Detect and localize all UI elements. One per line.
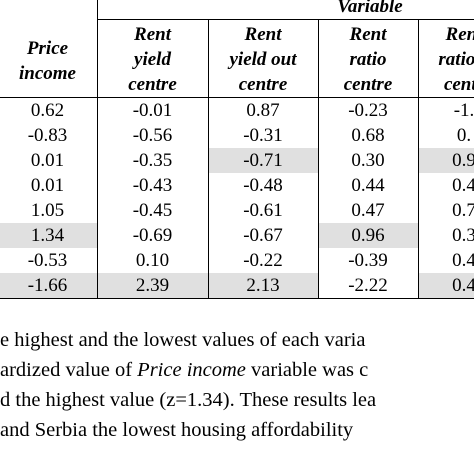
- cell: 0.44: [351, 175, 385, 196]
- cell: 1.34: [30, 225, 65, 246]
- column-header: yield out: [229, 49, 297, 70]
- text-line: and Serbia the lowest housing affordabil…: [0, 415, 353, 445]
- cell: -0.67: [243, 225, 283, 246]
- column-rule: [318, 19, 319, 298]
- cell: -1.: [453, 100, 474, 121]
- cell: -0.23: [348, 100, 388, 121]
- cell: 2.39: [135, 275, 170, 296]
- cell: 0.9: [452, 150, 474, 171]
- cell: 0.87: [246, 100, 280, 121]
- cell: -0.43: [132, 175, 173, 196]
- text-line: ardized value of Price income variable w…: [0, 355, 368, 385]
- column-header: Rent: [244, 24, 282, 45]
- cell: 0.01: [30, 175, 65, 196]
- cell: 0.68: [351, 125, 385, 146]
- cell: -1.66: [27, 275, 68, 296]
- cell: 1.05: [30, 200, 65, 221]
- column-header: ratio: [349, 49, 387, 70]
- column-header: centre: [238, 74, 288, 95]
- column-header: Rent: [134, 24, 171, 45]
- rule: [0, 298, 474, 299]
- cell: 0.10: [135, 250, 170, 271]
- cell: -0.45: [132, 200, 173, 221]
- cell: 0.30: [351, 150, 385, 171]
- column-rule: [208, 19, 209, 298]
- text-span: Price income: [137, 359, 246, 381]
- cell: -0.39: [348, 250, 388, 271]
- cell: 0.4: [452, 250, 474, 271]
- cell: 0.01: [30, 150, 65, 171]
- cell: -0.48: [243, 175, 283, 196]
- text-span: d the highest value (z=1.34). These resu…: [0, 389, 377, 411]
- column-header: Rent: [349, 24, 387, 45]
- column-header: Rent: [445, 24, 474, 45]
- highlight: [0, 223, 97, 248]
- column-rule: [97, 0, 98, 298]
- column-header: ratio o: [438, 49, 474, 70]
- text-span: and Serbia the lowest housing affordabil…: [0, 419, 354, 441]
- text-span: ardized value of: [0, 359, 138, 381]
- column-header: Price: [26, 38, 69, 59]
- cell: 0.96: [351, 225, 385, 246]
- cell: -0.53: [27, 250, 68, 271]
- highlight: [0, 273, 97, 298]
- cell: -0.71: [243, 150, 283, 171]
- cell: 0.62: [30, 100, 65, 121]
- cell: -0.56: [132, 125, 173, 146]
- column-header: centre: [128, 74, 177, 95]
- highlight: [209, 273, 318, 298]
- cell: -0.61: [243, 200, 283, 221]
- highlight: [419, 148, 474, 173]
- column-header: yield: [134, 49, 171, 70]
- cell: 2.13: [246, 275, 280, 296]
- column-header: income: [19, 63, 76, 84]
- cell: -0.35: [132, 150, 173, 171]
- cell: -0.31: [243, 125, 283, 146]
- highlight: [209, 148, 318, 173]
- highlight: [319, 223, 418, 248]
- column-header: centre: [343, 74, 393, 95]
- highlight: [98, 273, 208, 298]
- cell: -0.01: [132, 100, 173, 121]
- group-header: Variable: [337, 0, 403, 17]
- cell: 0.47: [351, 200, 385, 221]
- cell: 0.4: [452, 275, 474, 296]
- cell: 0.4: [452, 175, 474, 196]
- cell: 0.7: [452, 200, 474, 221]
- highlight: [419, 273, 474, 298]
- text-line: d the highest value (z=1.34). These resu…: [0, 385, 376, 415]
- text-line: e highest and the lowest values of each …: [0, 325, 365, 355]
- text-span: variable was c: [245, 359, 369, 381]
- cell: 0.: [456, 125, 472, 146]
- cell: -0.83: [27, 125, 68, 146]
- cell: 0.3: [452, 225, 474, 246]
- rule: [97, 19, 474, 20]
- text-span: e highest and the lowest values of each …: [0, 329, 366, 351]
- cell: -0.22: [243, 250, 283, 271]
- column-header: centr: [443, 74, 474, 95]
- cell: -2.22: [348, 275, 388, 296]
- cell: -0.69: [132, 225, 173, 246]
- rule: [0, 97, 474, 98]
- column-rule: [418, 19, 419, 298]
